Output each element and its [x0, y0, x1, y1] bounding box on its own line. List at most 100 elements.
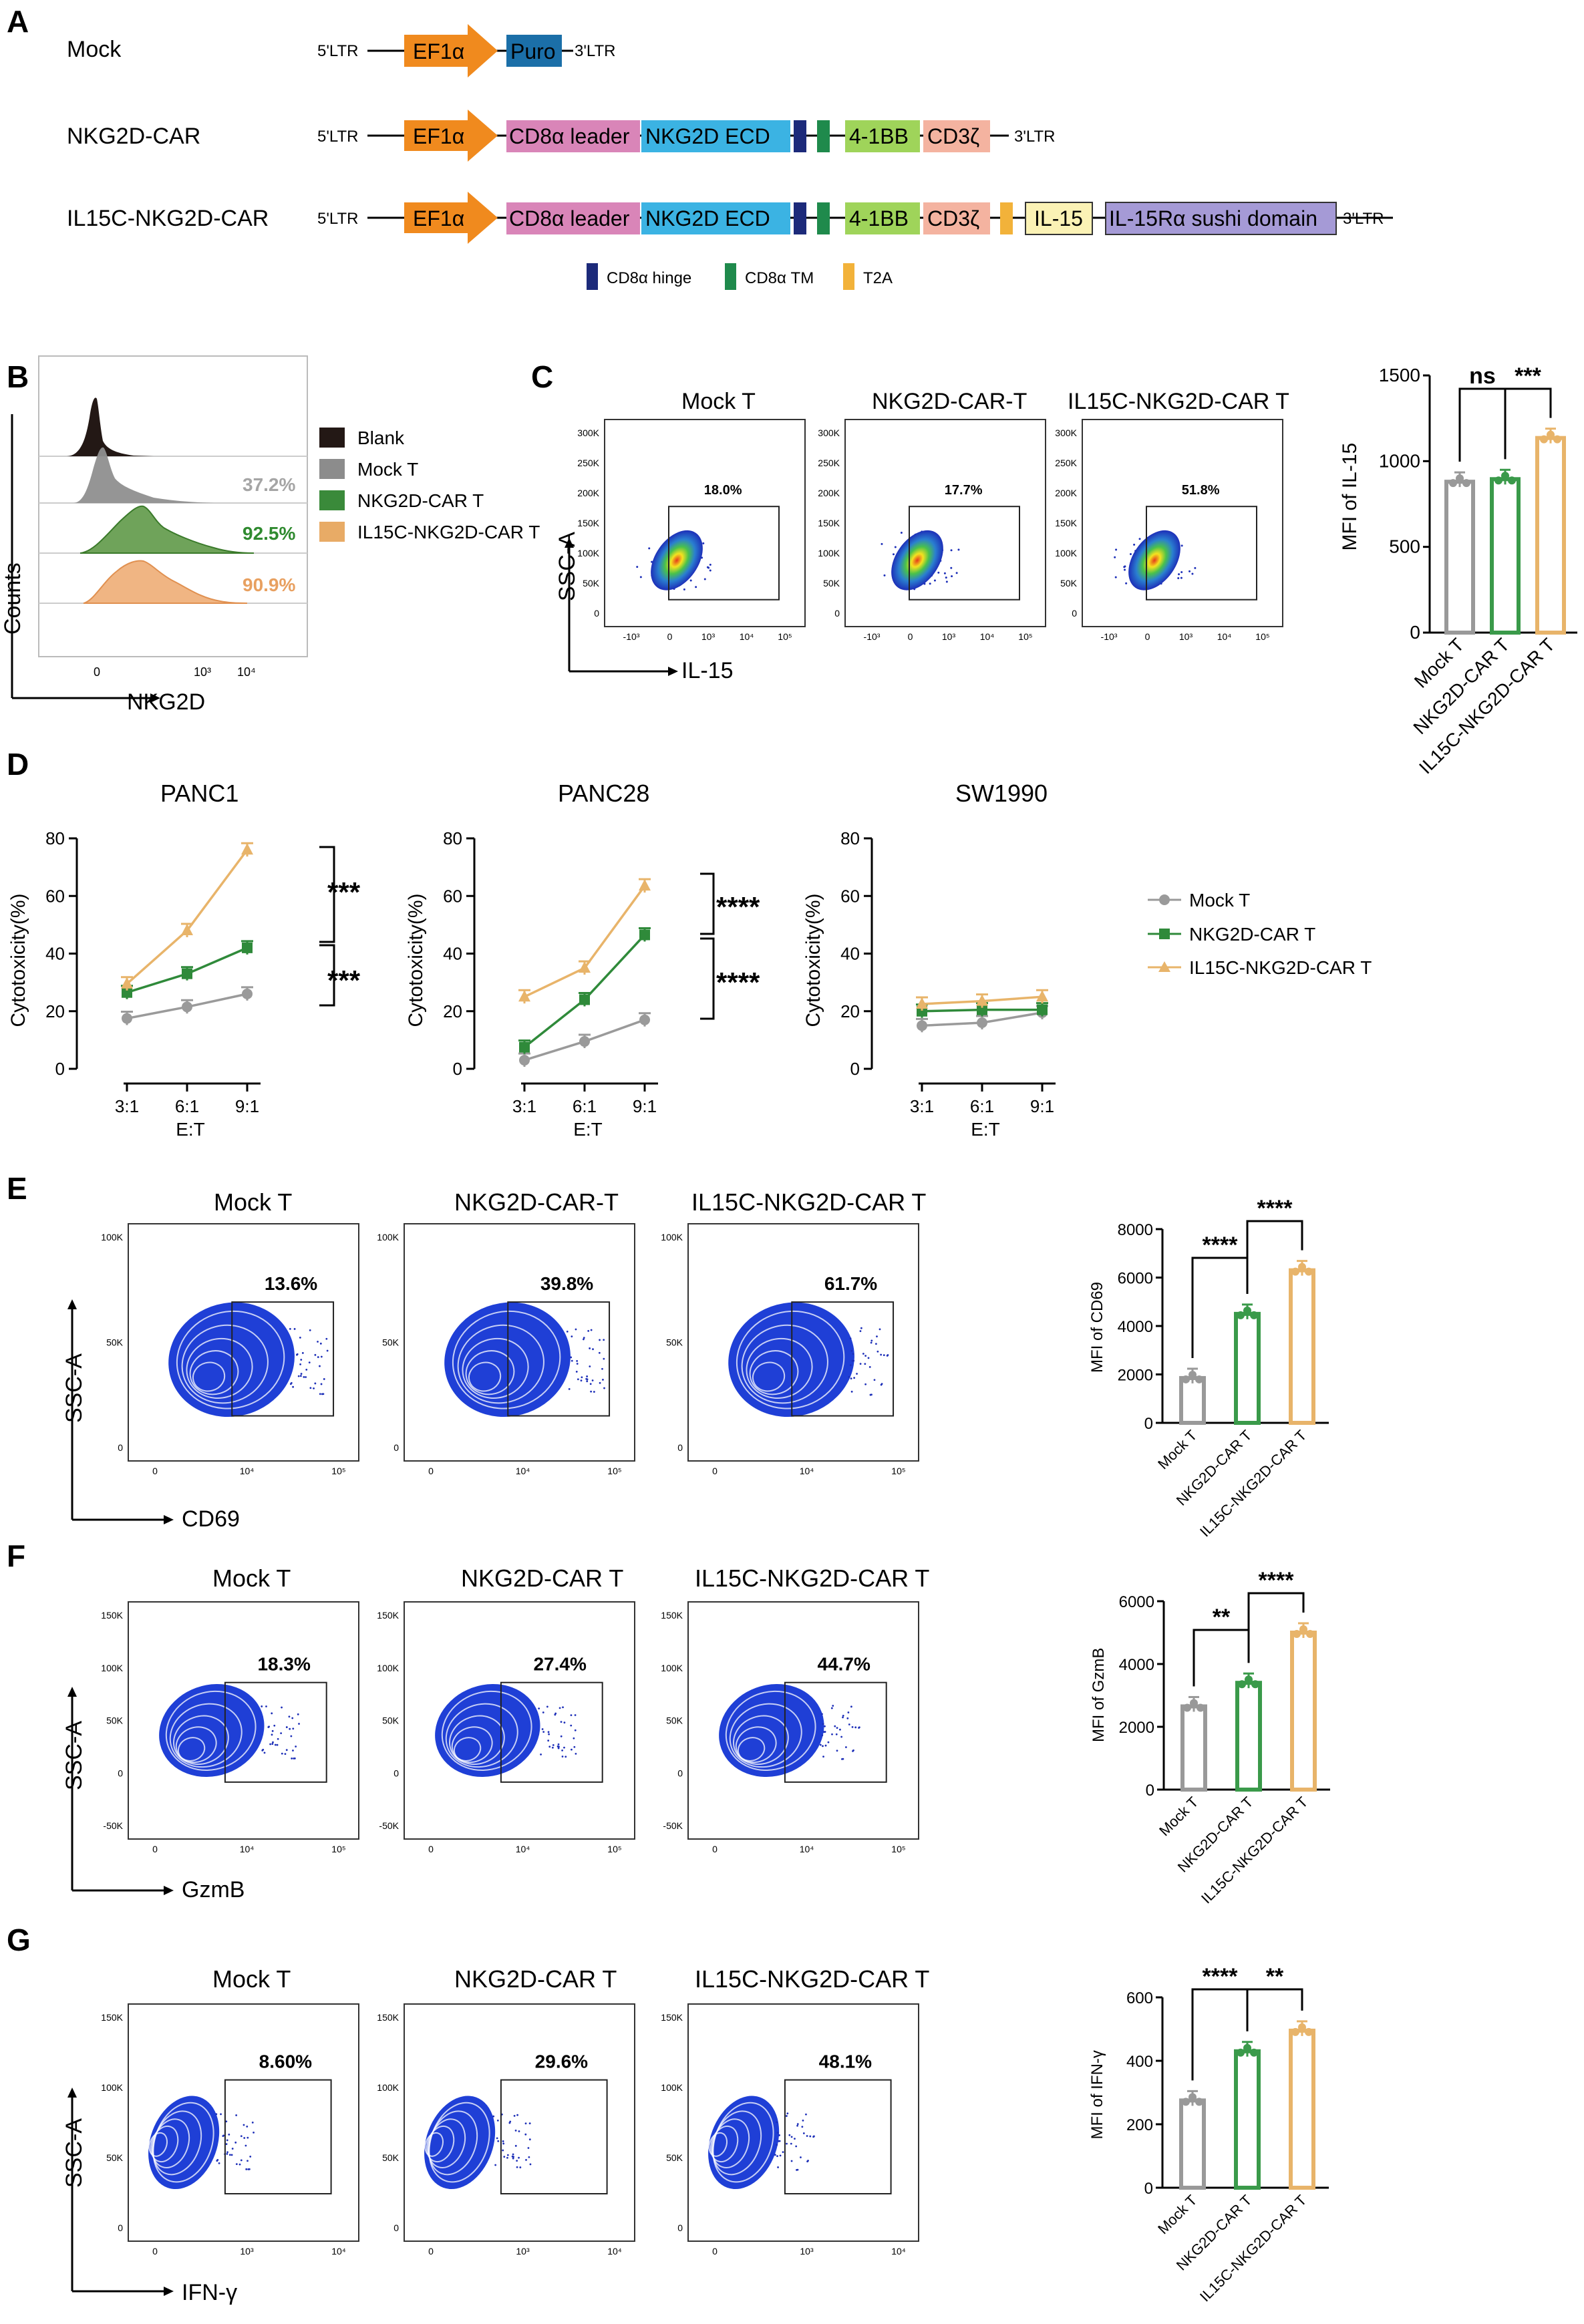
flow-plot: 150K 100K 50K 0 -50K 0 10⁴ 10⁵ 18.3%	[101, 1601, 359, 1854]
bar-1	[1234, 1311, 1261, 1425]
event-dot	[245, 2144, 247, 2147]
y-tick-label: 0	[118, 1442, 123, 1453]
event-dot	[271, 1733, 273, 1736]
flow-plot: 150K 100K 50K 0 -50K 0 10⁴ 10⁵ 27.4%	[377, 1601, 635, 1854]
gate	[507, 1301, 611, 1417]
flow-plot: 150K 100K 50K 0 0 10³ 10⁴ 29.6%	[377, 2003, 635, 2257]
event-dot	[822, 1756, 824, 1758]
event-dot	[851, 1359, 854, 1362]
x-tick-label: IL15C-NKG2D-CAR T	[1197, 2192, 1310, 2305]
y-tick-label: 50K	[583, 578, 600, 589]
event-dot	[850, 1705, 852, 1708]
event-dot	[502, 2149, 504, 2152]
replicate-dot	[1243, 2043, 1251, 2052]
data-point	[519, 1041, 530, 1053]
event-dot	[566, 1330, 569, 1333]
segment-label: 4-1BB	[849, 206, 909, 230]
x-tick-label: 10⁵	[1255, 631, 1269, 642]
event-dot	[603, 1387, 605, 1389]
axis-ylabel: SSC-A	[61, 1353, 87, 1423]
y-tick-label: 50K	[823, 578, 840, 589]
event-dot	[277, 1737, 279, 1740]
sig-label: ***	[327, 876, 361, 908]
contour-line	[462, 1337, 529, 1399]
event-dot	[261, 1749, 264, 1752]
contour-line	[741, 1324, 828, 1404]
data-point	[242, 942, 253, 953]
contour-line	[453, 1737, 482, 1762]
event-dot	[819, 1744, 822, 1746]
x-tick-label: 10⁴	[800, 1844, 814, 1854]
event-dot	[271, 1729, 274, 1732]
event-dot	[514, 2130, 517, 2132]
gate	[224, 2079, 332, 2195]
event-dot	[778, 2140, 780, 2142]
event-dot	[1178, 573, 1180, 576]
data-point	[122, 987, 132, 998]
data-point	[977, 1004, 987, 1015]
ef1a-promoter	[404, 110, 498, 162]
construct-name: IL15C-NKG2D-CAR	[67, 206, 269, 231]
segment-label: CD8α leader	[509, 124, 630, 148]
sig-label: ****	[716, 967, 760, 998]
event-dot	[601, 1367, 603, 1370]
event-dot	[703, 578, 706, 580]
event-dot	[561, 1749, 563, 1752]
event-dot	[320, 1383, 323, 1385]
event-dot	[860, 1327, 862, 1329]
event-dot	[575, 1752, 577, 1755]
flow-plot: 300K 250K 200K 150K 100K 50K 0 -10³ 0 10³ 10⁴ 10⁵ 18…	[577, 419, 806, 642]
event-dot	[827, 1741, 830, 1744]
event-dot	[875, 1343, 877, 1345]
contour-line	[148, 2132, 168, 2157]
contour-line	[729, 1703, 802, 1768]
event-dot	[591, 1379, 594, 1381]
x-tick-label: 10³	[240, 2246, 254, 2257]
segment-cd8a-hinge	[794, 120, 806, 152]
event-dot	[880, 1353, 883, 1356]
line-chart-panc28: PANC28 0 20 40 60 80 3:1 6:1 9:1 E:T Cytotoxicity(…	[405, 780, 658, 1140]
contour-line	[441, 1690, 532, 1772]
line-chart-sw1990: SW1990 0 20 40 60 80 3:1 6:1 9:1 E:T Cytotoxicity(…	[802, 780, 1056, 1140]
contour-line	[752, 1361, 786, 1392]
contour-line	[192, 1361, 226, 1392]
contour-line	[746, 1337, 813, 1399]
event-dot	[527, 2147, 530, 2149]
gate	[224, 1681, 327, 1783]
gate-percent: 27.4%	[533, 1654, 586, 1675]
replicate-dot	[1291, 1267, 1299, 1276]
y-tick-label: 0	[677, 1768, 683, 1778]
event-dot	[230, 2154, 233, 2156]
axis-tick: 10³	[194, 665, 211, 679]
replicate-dot	[1547, 430, 1555, 439]
contour-line	[452, 1310, 561, 1409]
event-dot	[835, 1733, 838, 1735]
series-line-1	[523, 934, 646, 1049]
y-tick-label: 100K	[577, 548, 599, 558]
segment-cd8a-tm	[817, 120, 830, 152]
event-dot	[1194, 566, 1197, 569]
line-chart-panc1: PANC1 0 20 40 60 80 3:1 6:1 9:1 E:T Cytotoxicity(%…	[7, 780, 261, 1140]
event-dot	[314, 1353, 317, 1356]
x-tick-label: 10⁵	[331, 1844, 345, 1854]
event-dot	[1180, 570, 1183, 573]
event-dot	[709, 569, 711, 572]
event-dot	[261, 1705, 263, 1707]
event-dot	[577, 1378, 579, 1381]
axis-xlabel: GzmB	[182, 1877, 245, 1902]
event-dot	[1124, 568, 1126, 571]
event-dot	[943, 572, 946, 574]
axis-tick: 0	[94, 665, 100, 679]
event-dot	[524, 2122, 527, 2125]
event-dot	[247, 2160, 249, 2162]
data-point	[579, 1036, 590, 1047]
event-dot	[598, 1351, 601, 1354]
flow-title: NKG2D-CAR T	[461, 1564, 623, 1592]
x-tick-label: 0	[712, 1466, 718, 1476]
y-tick-label: 6000	[1119, 1593, 1154, 1611]
replicate-dot	[1305, 2027, 1313, 2036]
event-dot	[276, 1744, 279, 1746]
replicate-dot	[1456, 474, 1464, 483]
flow-title: IL15C-NKG2D-CAR T	[695, 1965, 929, 1993]
panel-letter: E	[7, 1171, 27, 1206]
